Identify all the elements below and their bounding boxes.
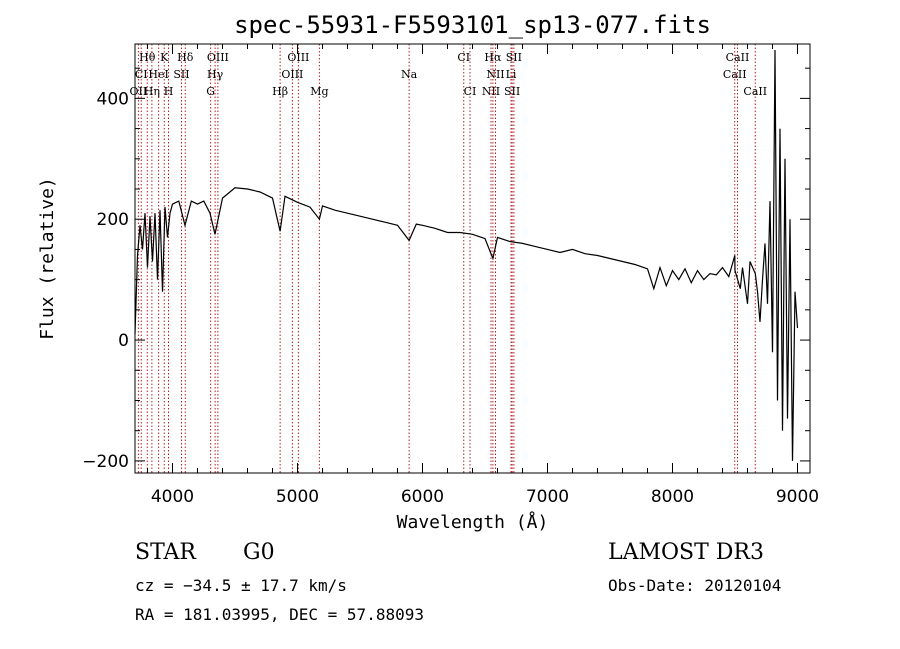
y-tick-label: 200 <box>97 210 129 230</box>
marker-label: Hδ <box>177 51 194 64</box>
marker-label: Na <box>401 68 418 81</box>
y-tick-label: −200 <box>82 452 129 472</box>
marker-label: CI <box>457 51 470 64</box>
flux-series <box>134 49 799 461</box>
spectral-subclass: G0 <box>243 540 275 565</box>
observation-date: Obs-Date: 20120104 <box>608 576 782 595</box>
x-tick-label: 5000 <box>276 487 319 507</box>
marker-label: CaII <box>743 85 767 98</box>
redshift-value: cz = −34.5 ± 17.7 km/s <box>135 576 347 595</box>
plot-frame <box>134 43 811 474</box>
marker-label: K <box>160 51 169 64</box>
x-axis-label: Wavelength (Å) <box>397 511 549 533</box>
marker-label: Hβ <box>272 85 288 98</box>
marker-label: Mg <box>310 85 328 98</box>
marker-label: OIII <box>207 51 229 64</box>
marker-label: H <box>164 85 174 98</box>
y-tick-label: 400 <box>97 89 129 109</box>
marker-label: OIII <box>281 68 303 81</box>
marker-label: Hγ <box>207 68 224 81</box>
marker-label: NII <box>482 85 500 98</box>
marker-label: Li <box>506 68 517 81</box>
marker-label: CaII <box>723 68 747 81</box>
marker-label: SII <box>506 51 522 64</box>
survey-name: LAMOST DR3 <box>608 540 764 565</box>
marker-label: Hθ <box>139 51 156 64</box>
marker-label: G <box>206 85 215 98</box>
marker-label: OIII <box>287 51 309 64</box>
x-tick-label: 7000 <box>526 487 569 507</box>
marker-label: Hα <box>484 51 502 64</box>
marker-label: Hη <box>144 85 160 98</box>
marker-label: OII <box>130 85 148 98</box>
y-axis-label: Flux (relative) <box>37 177 58 340</box>
y-tick-label: 0 <box>118 331 129 351</box>
marker-label: CI <box>135 68 148 81</box>
x-tick-label: 6000 <box>401 487 444 507</box>
x-tick-label: 9000 <box>776 487 819 507</box>
marker-label: NII <box>486 68 504 81</box>
marker-label: CI <box>464 85 477 98</box>
marker-label: CaII <box>726 51 750 64</box>
marker-label: SII <box>504 85 520 98</box>
x-tick-label: 4000 <box>151 487 194 507</box>
object-class: STAR <box>135 540 196 565</box>
marker-label: HeI <box>148 68 168 81</box>
coordinates: RA = 181.03995, DEC = 57.88093 <box>135 605 424 624</box>
chart-title: spec-55931-F5593101_sp13-077.fits <box>234 11 711 39</box>
marker-label: SII <box>173 68 189 81</box>
x-tick-label: 8000 <box>651 487 694 507</box>
